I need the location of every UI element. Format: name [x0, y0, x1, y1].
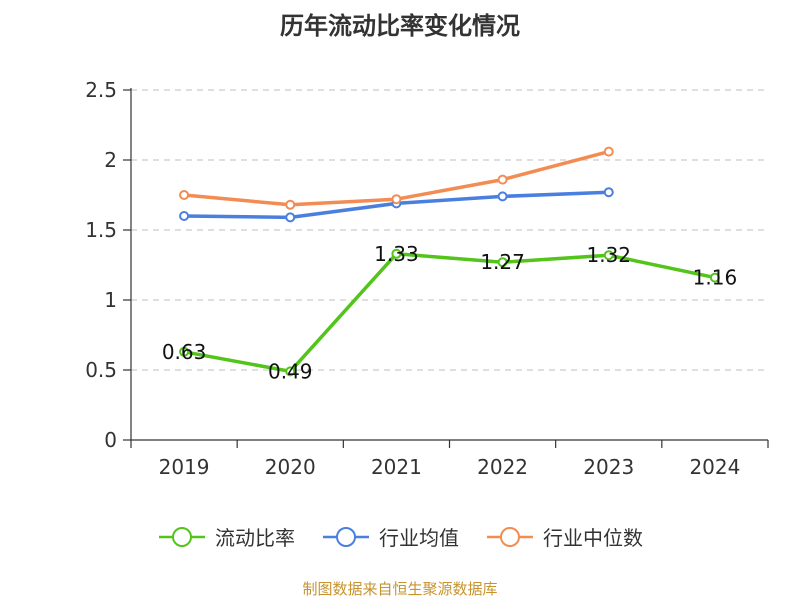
- legend-label: 行业均值: [379, 526, 459, 550]
- y-tick-label: 1.5: [85, 218, 117, 242]
- data-label: 1.33: [374, 242, 419, 266]
- data-label: 1.32: [586, 243, 631, 267]
- legend-item[interactable]: 行业中位数: [485, 522, 643, 551]
- data-point: [391, 248, 402, 259]
- series-line: [182, 252, 717, 374]
- data-point: [285, 199, 296, 210]
- data-label: 1.16: [693, 266, 738, 290]
- data-point: [391, 194, 402, 205]
- x-tick-label: 2019: [159, 455, 210, 479]
- legend-swatch: [323, 526, 369, 547]
- data-label: 0.63: [162, 340, 207, 364]
- y-tick-label: 0: [104, 428, 117, 452]
- y-tick-label: 0.5: [85, 358, 117, 382]
- x-tick-label: 2021: [371, 455, 422, 479]
- legend-swatch: [159, 526, 205, 547]
- x-tick-label: 2020: [265, 455, 316, 479]
- chart-legend: 流动比率 行业均值 行业中位数: [0, 522, 800, 551]
- legend-item[interactable]: 行业均值: [321, 522, 459, 551]
- data-label: 1.27: [480, 250, 525, 274]
- data-point: [179, 190, 190, 200]
- data-point: [497, 191, 508, 202]
- data-point: [285, 212, 296, 223]
- y-tick-label: 2.5: [85, 78, 117, 102]
- legend-label: 流动比率: [215, 526, 295, 550]
- y-tick-label: 1: [104, 288, 117, 312]
- data-point: [603, 250, 614, 261]
- data-point: [285, 366, 296, 377]
- chart-title: 历年流动比率变化情况: [280, 12, 520, 40]
- data-point: [603, 187, 614, 198]
- data-point: [709, 272, 720, 283]
- data-point: [179, 211, 190, 221]
- x-tick-label: 2023: [583, 455, 634, 479]
- x-tick-label: 2024: [689, 455, 740, 479]
- data-point: [179, 346, 190, 357]
- legend-swatch: [487, 526, 533, 547]
- legend-label: 行业中位数: [543, 526, 643, 550]
- data-source-note: 制图数据来自恒生聚源数据库: [302, 580, 498, 598]
- data-label: 0.49: [268, 359, 313, 383]
- legend-item[interactable]: 流动比率: [157, 522, 295, 551]
- y-tick-label: 2: [104, 148, 117, 172]
- data-point: [603, 146, 614, 157]
- data-point: [497, 257, 508, 268]
- data-point: [497, 174, 508, 185]
- x-tick-label: 2022: [477, 455, 528, 479]
